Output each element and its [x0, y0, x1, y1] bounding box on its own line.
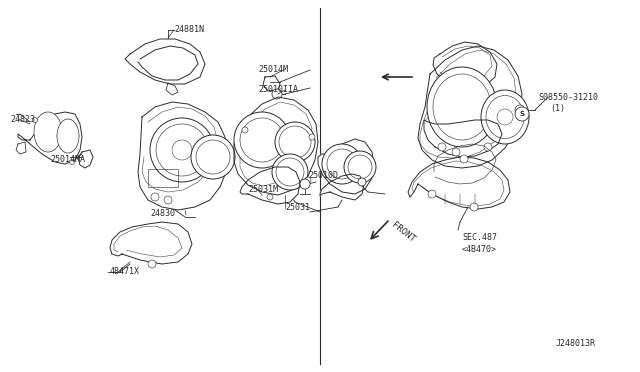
Circle shape	[275, 122, 315, 162]
Circle shape	[240, 118, 284, 162]
Circle shape	[305, 177, 311, 183]
Circle shape	[148, 260, 156, 268]
Circle shape	[515, 107, 529, 121]
Circle shape	[164, 196, 172, 204]
Circle shape	[327, 149, 357, 179]
Circle shape	[33, 118, 38, 122]
Circle shape	[470, 203, 478, 211]
Circle shape	[150, 118, 214, 182]
Circle shape	[300, 179, 310, 189]
Polygon shape	[78, 150, 93, 168]
Polygon shape	[263, 76, 280, 91]
Polygon shape	[138, 102, 228, 210]
Text: 24830: 24830	[150, 209, 175, 218]
Circle shape	[156, 124, 208, 176]
Circle shape	[242, 127, 248, 133]
Polygon shape	[16, 142, 26, 154]
Circle shape	[438, 143, 446, 151]
Polygon shape	[110, 222, 192, 264]
Polygon shape	[234, 97, 318, 195]
Polygon shape	[125, 39, 205, 84]
Ellipse shape	[433, 74, 491, 140]
Circle shape	[309, 134, 315, 140]
Text: (1): (1)	[550, 105, 565, 113]
Circle shape	[348, 155, 372, 179]
Circle shape	[428, 190, 436, 198]
Circle shape	[191, 135, 235, 179]
Polygon shape	[418, 46, 522, 168]
Polygon shape	[408, 157, 510, 209]
Polygon shape	[240, 167, 300, 204]
Circle shape	[272, 89, 282, 99]
Text: 25010IIA: 25010IIA	[258, 86, 298, 94]
Circle shape	[484, 143, 492, 151]
Ellipse shape	[486, 96, 524, 138]
Circle shape	[452, 148, 460, 156]
Polygon shape	[320, 174, 364, 200]
Text: S: S	[520, 111, 525, 117]
Circle shape	[460, 155, 468, 163]
Text: 25014M: 25014M	[258, 64, 288, 74]
Circle shape	[272, 154, 308, 190]
Ellipse shape	[427, 67, 497, 147]
Text: FRONT: FRONT	[390, 220, 417, 244]
Text: J248013R: J248013R	[556, 340, 596, 349]
Polygon shape	[433, 42, 497, 90]
Bar	[148, 169, 178, 187]
Polygon shape	[166, 83, 178, 95]
Circle shape	[497, 109, 513, 125]
Circle shape	[196, 140, 230, 174]
Text: 48471X: 48471X	[110, 267, 140, 276]
Circle shape	[70, 160, 74, 164]
Text: 24881N: 24881N	[174, 25, 204, 33]
Circle shape	[279, 126, 311, 158]
Text: 25031M: 25031M	[248, 186, 278, 195]
Polygon shape	[318, 139, 374, 194]
Circle shape	[276, 158, 304, 186]
Text: 24823: 24823	[10, 115, 35, 124]
Polygon shape	[424, 120, 502, 157]
Text: 25014MA: 25014MA	[50, 154, 85, 164]
Text: <4B470>: <4B470>	[462, 246, 497, 254]
Circle shape	[267, 194, 273, 200]
Circle shape	[151, 193, 159, 201]
Circle shape	[344, 151, 376, 183]
Text: 25010D: 25010D	[308, 171, 338, 180]
Circle shape	[358, 178, 366, 186]
Text: 25031: 25031	[285, 203, 310, 212]
Text: S08550-31210: S08550-31210	[538, 93, 598, 102]
Circle shape	[234, 112, 290, 168]
Ellipse shape	[57, 119, 79, 153]
Circle shape	[322, 144, 362, 184]
Ellipse shape	[481, 90, 529, 144]
Circle shape	[172, 140, 192, 160]
Text: SEC.487: SEC.487	[462, 232, 497, 241]
Polygon shape	[18, 112, 82, 164]
Circle shape	[515, 105, 525, 115]
Ellipse shape	[34, 112, 62, 152]
